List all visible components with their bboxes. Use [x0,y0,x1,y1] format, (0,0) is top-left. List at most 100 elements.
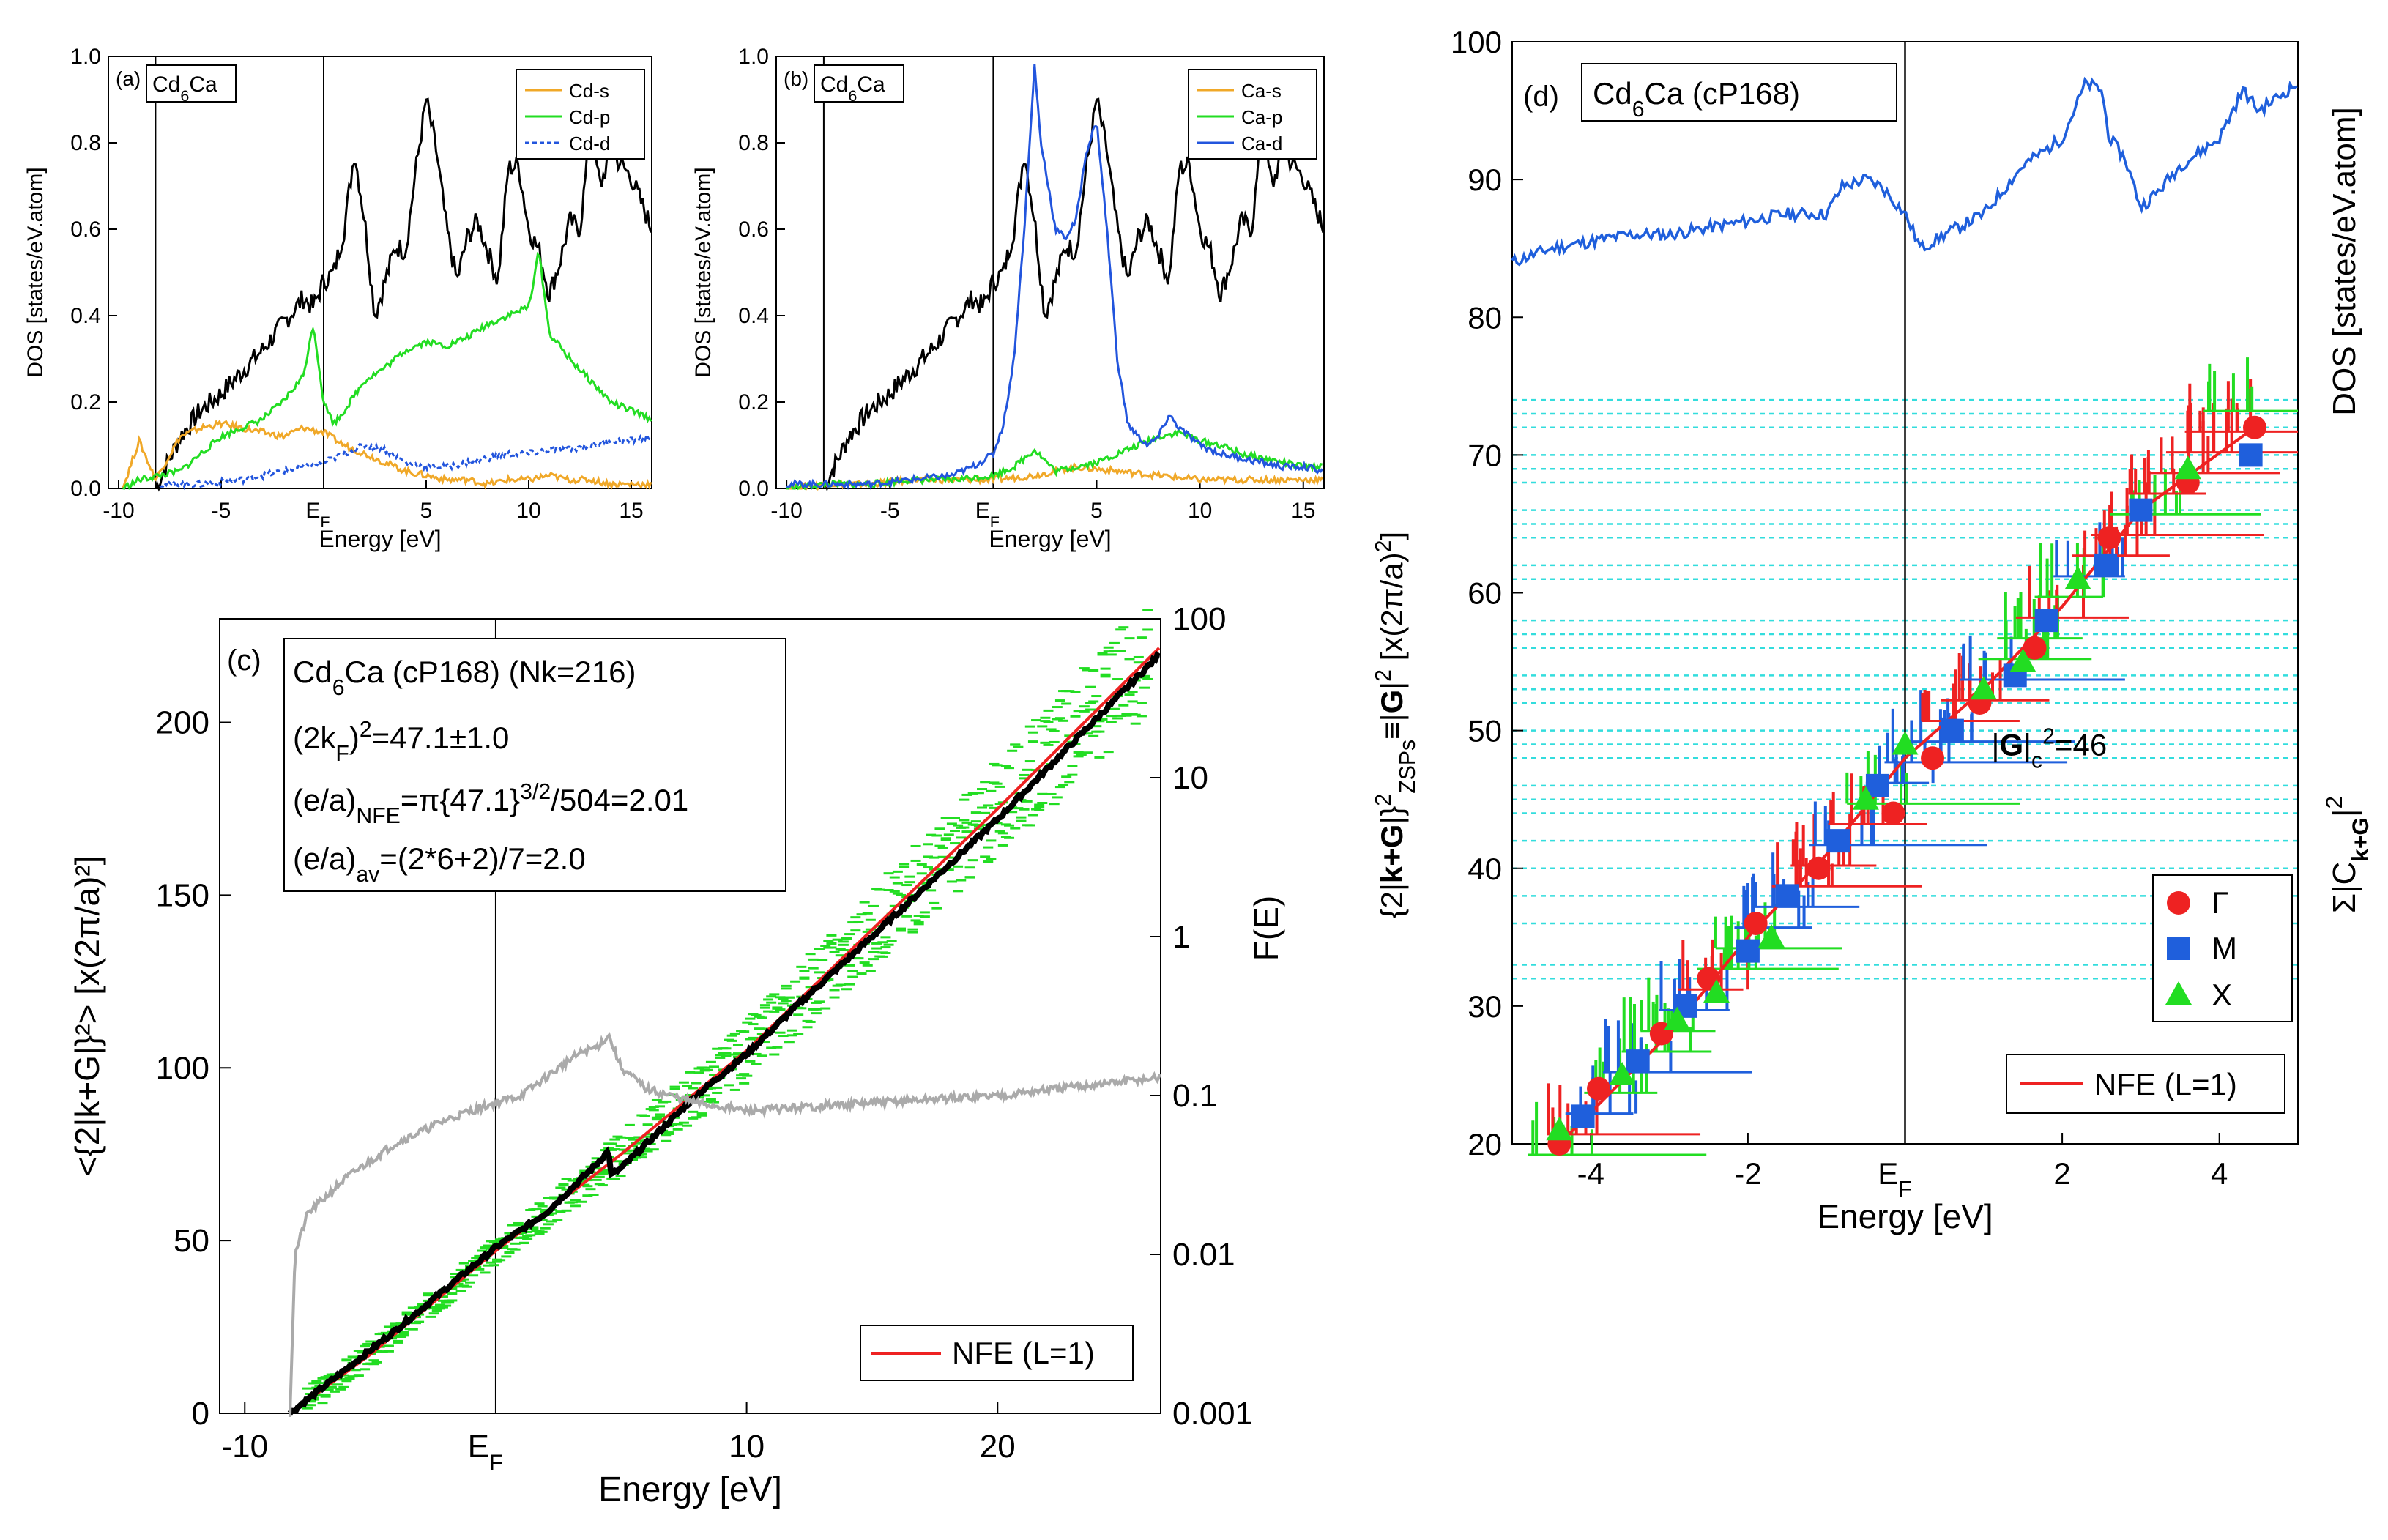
y-tick-label: 70 [1468,438,1502,472]
compound-label: Cd6Ca [152,72,217,105]
legend-label: M [2212,931,2237,965]
info-line-2-part: =π{47.1} [401,783,520,817]
marker-x [2009,648,2037,672]
y-left-axis-label: {2|k+G|}2ZSPs≡|G|2 [x(2π/a)2] [1372,532,1420,919]
gc-label: |G|c2=46 [1992,724,2108,773]
y-axis-label: DOS [states/eV.atom] [23,167,48,377]
y-right2-axis-label-part: | [2326,809,2362,817]
x-tick-label: 5 [420,499,433,523]
marker-x [2174,455,2201,480]
y-tick-label: 50 [174,1223,209,1259]
y-axis-label: DOS [states/eV.atom] [691,167,715,377]
panel-label: (b) [784,67,808,90]
compound-label-part: Cd [152,72,180,97]
x-axis-label: Energy [eV] [319,526,441,552]
y-left-axis-label-part: 2 [1372,540,1396,552]
y-right-axis-label: F(E) [1247,896,1285,961]
y-left-axis-label-part: ZSPs [1396,740,1420,794]
marker-x [1703,979,1730,1003]
x-tick-label: -10 [770,499,802,523]
panel-label: (d) [1523,81,1559,113]
x-tick-label: 10 [1188,499,1212,523]
compound-label: Cd6Ca [820,72,885,105]
marker-gamma [1921,746,1945,770]
info-title: Cd6Ca (cP168) (Nk=216) [293,655,636,700]
compound-box [814,64,904,103]
marker-x [1609,1061,1636,1085]
legend-marker-x [2165,981,2192,1005]
ef-label-part: F [990,513,1000,531]
compound-label-part: 6 [848,86,857,105]
info-line-1-part: (2k [293,721,336,755]
series-total [154,97,652,492]
marker-x [1664,1006,1691,1030]
y-tick-label: 0.2 [70,390,101,414]
info-line-3-part: =(2*6+2)/7=2.0 [379,841,585,876]
legend-label: NFE (L=1) [952,1336,1095,1370]
compound-label-part: 6 [180,86,189,105]
y-left-axis-label-part: G [1375,690,1409,714]
ef-label: EF [1878,1156,1911,1202]
marker-m [1826,829,1850,853]
legend-label: X [2212,978,2232,1012]
y-tick-label: 200 [156,705,209,741]
ef-label-part: F [320,513,330,531]
x-tick-label: 5 [1090,499,1103,523]
series-Cd-p [122,251,652,490]
panel-b: -10 -5 5 10 15 EF 0.0 0.2 0.4 0.6 0.8 1.0 Energy [eV… [691,45,1325,552]
marker-x [1970,676,1997,700]
x-tick-label: 4 [2211,1156,2228,1191]
gc-label-part: c [2031,748,2042,773]
legend-box [516,69,645,160]
x-axis-label: Energy [eV] [598,1470,782,1509]
y-tick-label: 1.0 [738,45,769,69]
marker-m [1775,884,1799,908]
ef-label-part: F [489,1449,503,1476]
compound-label-part: Ca [189,72,217,97]
marker-gamma [2097,526,2121,550]
y-tick-label: 150 [156,877,209,913]
y-tick-label: 0.4 [70,304,101,328]
y-tick-label: 0.0 [70,477,101,501]
series-Ca-p [786,428,1323,491]
gc-label-part: | [1992,727,2000,762]
panel-label: (c) [227,644,261,677]
y-left-axis-label-part: |} [1375,806,1409,825]
info-line-1-part: 2 [360,718,372,742]
marker-m [1626,1049,1650,1074]
y-tick-label: 0.6 [70,217,101,242]
y-left-axis-label-part: 2 [1372,794,1396,806]
marker-x [1758,923,1785,948]
gc-label-part: G [1999,727,2023,762]
x-axis-label: Energy [eV] [1817,1197,1993,1235]
info-line-2-part: 3/2 [520,780,551,804]
x-tick-label: -10 [103,499,134,523]
y-tick-label: 100 [1451,25,1502,59]
legend-label: Ca-d [1241,133,1282,155]
legend-label: Cd-p [569,106,610,128]
plot-frame [219,618,1161,1414]
y-tick-label: 20 [1468,1127,1502,1161]
info-line-2: (e/a)NFE=π{47.1}3/2/504=2.01 [293,780,688,828]
y-left-axis-label-part: {2| [1375,883,1409,918]
marker-m [1940,718,1964,743]
y-left-axis-label-part: ] [1375,532,1409,540]
marker-x [2064,565,2091,589]
x-tick-label: -4 [1577,1156,1604,1191]
marker-gamma [1807,856,1831,880]
ef-label-part: E [975,499,990,523]
y-right2-axis-label: Σ|Ck+G|2 [2321,796,2373,913]
compound-label-part: Cd [820,72,848,97]
gc-label-part: | [2023,727,2031,762]
y-tick-label: 100 [156,1050,209,1086]
series-total [822,97,1325,492]
legend-label: Cd-s [569,80,609,102]
legend-label: Cd-d [569,133,610,155]
info-line-2-part: NFE [356,804,400,828]
y-right-tick-label: 1 [1172,919,1190,955]
panel-a: -10 -5 5 10 15 EF 0.0 0.2 0.4 0.6 0.8 1.0 Energy [eV… [23,45,652,552]
series-NFE (L=1) [289,647,1161,1415]
dos-curve [1511,76,2298,267]
info-box [283,638,786,892]
